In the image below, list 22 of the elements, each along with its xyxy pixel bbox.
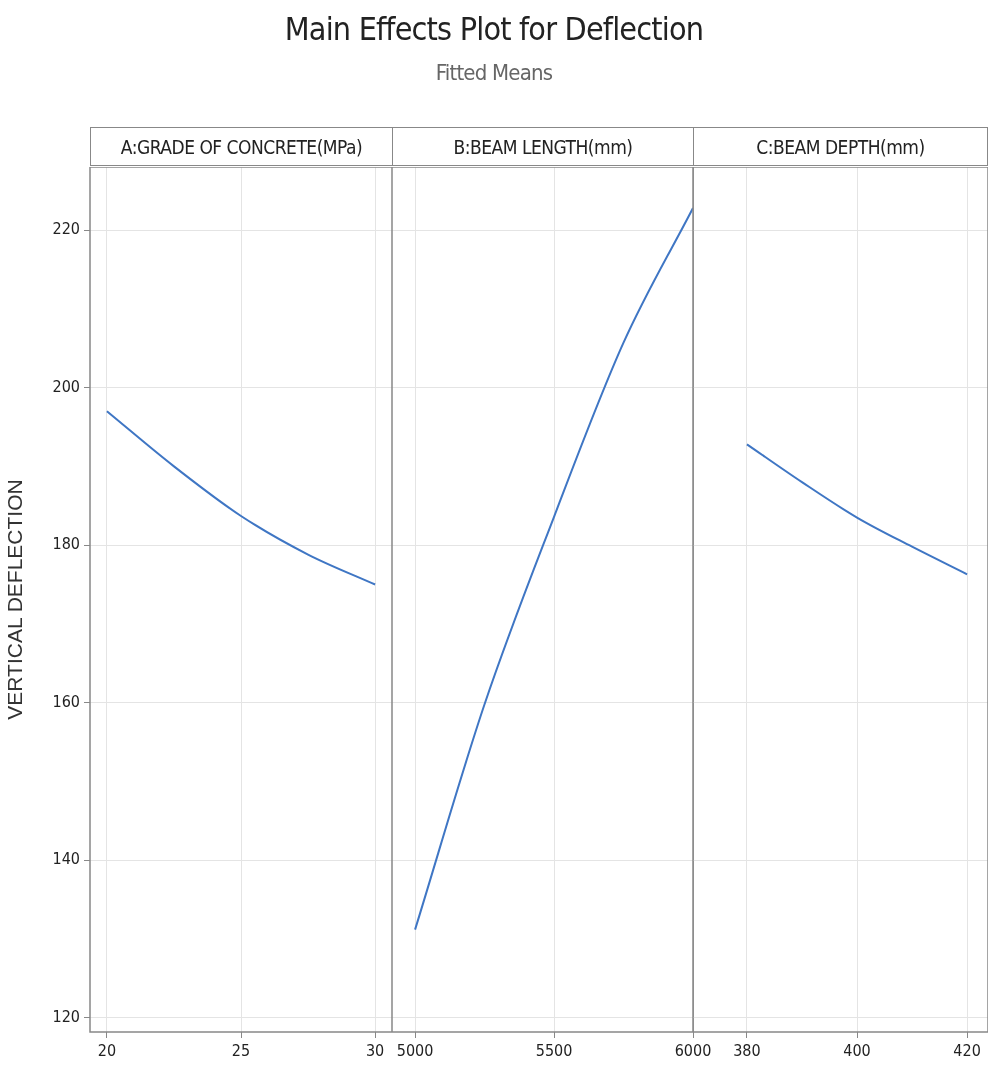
line-series bbox=[105, 410, 377, 586]
x-tick-label: 5500 bbox=[535, 1040, 573, 1060]
x-tick-label: 6000 bbox=[674, 1040, 712, 1060]
chart-title: C:BEAM DEPTH(mm) bbox=[693, 127, 988, 166]
y-tick-label: 140 bbox=[52, 849, 80, 869]
x-tick-label: 380 bbox=[733, 1040, 761, 1060]
y-tick-label: 120 bbox=[52, 1006, 80, 1026]
x-tick-label: 420 bbox=[953, 1040, 981, 1060]
y-tick-label: 220 bbox=[52, 219, 80, 239]
text: Fitted Means bbox=[434, 60, 554, 85]
chart-title: A:GRADE OF CONCRETE(MPa) bbox=[90, 127, 393, 166]
x-tick-label: 5000 bbox=[396, 1040, 434, 1060]
text: Main Effects Plot for Deflection bbox=[283, 10, 705, 48]
y-tick-label: 200 bbox=[52, 376, 80, 396]
y-tick-label: 160 bbox=[52, 691, 80, 711]
y-tick-label: 180 bbox=[52, 534, 80, 554]
chart-title: B:BEAM LENGTH(mm) bbox=[392, 127, 694, 166]
x-tick-label: 20 bbox=[97, 1040, 117, 1060]
y-axis-title: VERTICAL DEFLECTION bbox=[3, 479, 27, 720]
x-tick-label: 400 bbox=[843, 1040, 871, 1060]
x-tick-label: 25 bbox=[231, 1040, 251, 1060]
x-tick-label: 30 bbox=[365, 1040, 385, 1060]
